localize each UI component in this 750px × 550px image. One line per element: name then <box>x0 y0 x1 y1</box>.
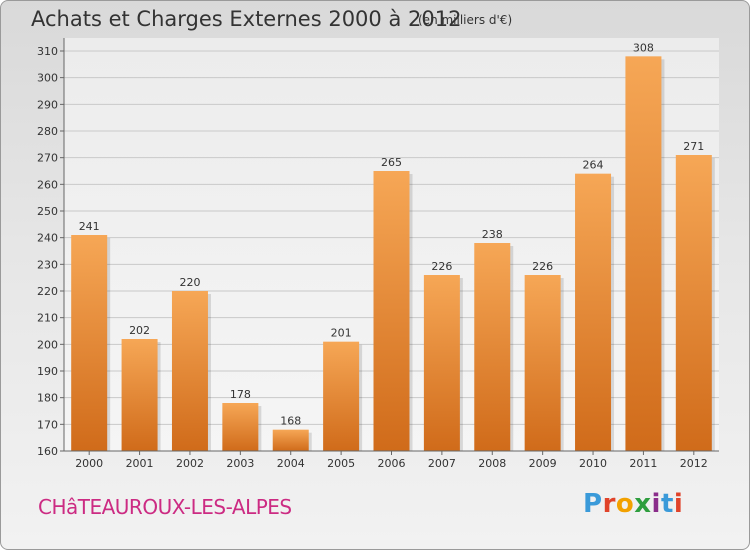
y-tick-label: 300 <box>37 72 58 85</box>
bar-value-label: 201 <box>331 327 352 340</box>
logo-letter: i <box>673 489 684 519</box>
bar-value-label: 226 <box>532 260 553 273</box>
bar-2005 <box>323 341 360 451</box>
bar-value-label: 264 <box>583 159 604 172</box>
y-tick-label: 280 <box>37 125 58 138</box>
bar-value-label: 178 <box>230 388 251 401</box>
logo-letter: o <box>615 489 635 519</box>
bar-value-label: 226 <box>431 260 452 273</box>
bar-value-label: 265 <box>381 156 402 169</box>
y-tick-label: 190 <box>37 365 58 378</box>
x-tick-label: 2002 <box>176 457 204 470</box>
bar-2012 <box>675 155 712 451</box>
bar-2004 <box>272 429 309 451</box>
bar-2000 <box>71 235 108 451</box>
y-tick-label: 230 <box>37 258 58 271</box>
y-tick-label: 170 <box>37 418 58 431</box>
bar-value-label: 308 <box>633 41 654 54</box>
y-tick-label: 210 <box>37 312 58 325</box>
x-tick-label: 2008 <box>478 457 506 470</box>
x-tick-label: 2010 <box>579 457 607 470</box>
bar-value-label: 220 <box>179 276 200 289</box>
logo-letter: t <box>660 489 674 519</box>
y-tick-label: 290 <box>37 98 58 111</box>
x-tick-label: 2006 <box>378 457 406 470</box>
x-tick-label: 2001 <box>126 457 154 470</box>
y-tick-label: 260 <box>37 178 58 191</box>
x-tick-label: 2009 <box>529 457 557 470</box>
y-tick-label: 220 <box>37 285 58 298</box>
y-tick-label: 200 <box>37 338 58 351</box>
proxiti-logo: Proxiti <box>583 489 683 519</box>
bar-value-label: 271 <box>683 140 704 153</box>
bar-2003 <box>222 403 259 451</box>
bar-2010 <box>575 173 612 451</box>
y-tick-label: 250 <box>37 205 58 218</box>
bar-2002 <box>171 291 208 451</box>
y-tick-label: 160 <box>37 445 58 458</box>
bar-value-label: 202 <box>129 324 150 337</box>
x-tick-label: 2011 <box>629 457 657 470</box>
y-tick-label: 240 <box>37 232 58 245</box>
bar-2011 <box>625 56 662 451</box>
x-tick-label: 2012 <box>680 457 708 470</box>
logo-letter: P <box>583 489 603 519</box>
y-tick-label: 310 <box>37 45 58 58</box>
chart-title: Achats et Charges Externes 2000 à 2012 <box>31 7 461 31</box>
chart-unit: (en milliers d'€) <box>418 13 513 27</box>
y-tick-label: 180 <box>37 392 58 405</box>
bar-value-label: 241 <box>79 220 100 233</box>
bar-2001 <box>121 339 158 451</box>
bar-2006 <box>373 171 410 451</box>
bar-2008 <box>474 243 511 451</box>
bar-value-label: 168 <box>280 415 301 428</box>
bar-2007 <box>423 275 460 451</box>
x-tick-label: 2007 <box>428 457 456 470</box>
logo-letter: x <box>634 489 652 519</box>
logo-letter: i <box>651 489 661 519</box>
x-tick-label: 2005 <box>327 457 355 470</box>
logo-letter: r <box>602 489 616 519</box>
x-tick-label: 2003 <box>226 457 254 470</box>
y-tick-label: 270 <box>37 152 58 165</box>
commune-name: CHâTEAUROUX-LES-ALPES <box>38 495 292 519</box>
bar-2009 <box>524 275 561 451</box>
bar-value-label: 238 <box>482 228 503 241</box>
x-tick-label: 2000 <box>75 457 103 470</box>
x-tick-label: 2004 <box>277 457 305 470</box>
chart-title-text: Achats et Charges Externes 2000 à 2012 <box>31 7 462 31</box>
